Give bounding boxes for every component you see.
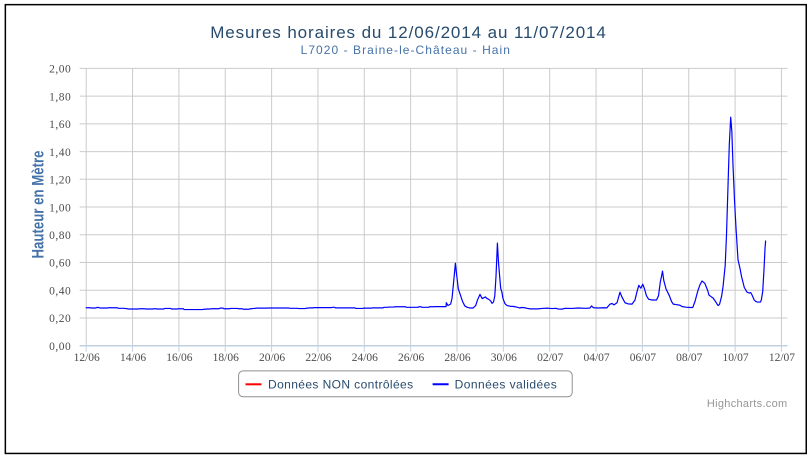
svg-text:06/07: 06/07 [630,352,656,364]
svg-text:1,20: 1,20 [49,175,71,187]
svg-text:Hauteur en Mètre: Hauteur en Mètre [29,151,48,259]
svg-text:L7020 - Braine-le-Château - Ha: L7020 - Braine-le-Château - Hain [301,43,511,57]
svg-text:22/06: 22/06 [305,352,331,364]
svg-text:14/06: 14/06 [120,352,146,364]
svg-text:08/07: 08/07 [676,352,702,364]
svg-text:26/06: 26/06 [398,352,424,364]
svg-text:30/06: 30/06 [491,352,517,364]
svg-text:28/06: 28/06 [444,352,470,364]
svg-text:Données validées: Données validées [455,378,558,392]
svg-text:16/06: 16/06 [166,352,192,364]
svg-text:02/07: 02/07 [537,352,563,364]
svg-text:04/07: 04/07 [583,352,609,364]
svg-text:Mesures horaires du 12/06/2014: Mesures horaires du 12/06/2014 au 11/07/… [210,23,607,42]
svg-text:0,00: 0,00 [49,341,71,353]
svg-text:0,40: 0,40 [49,285,71,297]
svg-text:1,60: 1,60 [49,119,71,131]
svg-text:Highcharts.com: Highcharts.com [707,398,788,410]
svg-text:20/06: 20/06 [259,352,285,364]
svg-text:0,80: 0,80 [49,230,71,242]
svg-text:12/06: 12/06 [74,352,100,364]
svg-text:24/06: 24/06 [352,352,378,364]
svg-text:0,60: 0,60 [49,258,71,270]
svg-text:2,00: 2,00 [49,64,71,76]
svg-text:12/07: 12/07 [769,352,795,364]
svg-text:Données NON contrôlées: Données NON contrôlées [268,378,414,392]
svg-text:10/07: 10/07 [722,352,748,364]
svg-text:1,40: 1,40 [49,147,71,159]
svg-text:18/06: 18/06 [213,352,239,364]
svg-text:1,80: 1,80 [49,91,71,103]
svg-text:0,20: 0,20 [49,313,71,325]
svg-text:1,00: 1,00 [49,202,71,214]
